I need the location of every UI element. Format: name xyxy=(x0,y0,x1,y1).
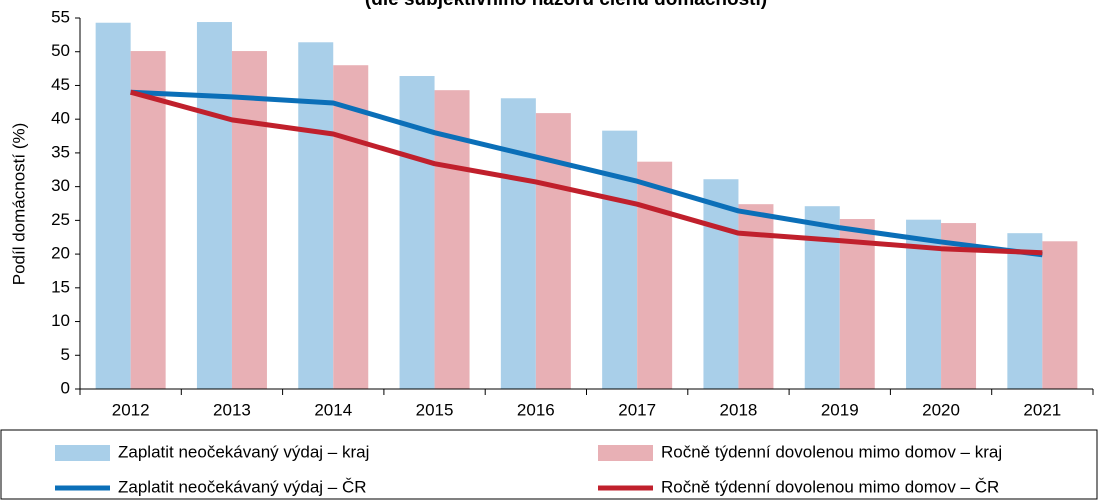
bar xyxy=(839,219,875,389)
x-tick-label: 2018 xyxy=(720,400,758,419)
line xyxy=(129,89,1043,256)
legend-label: Zaplatit neočekávaný výdaj – ČR xyxy=(118,477,367,496)
y-tick-label: 25 xyxy=(51,210,70,229)
bar xyxy=(804,206,840,389)
bar xyxy=(1007,233,1043,389)
x-tick-label: 2021 xyxy=(1023,400,1061,419)
bar xyxy=(500,98,536,390)
bar xyxy=(130,51,166,389)
legend-box xyxy=(0,429,1098,500)
bar xyxy=(298,42,334,390)
legend-label: Ročně týdenní dovolenou mimo domov – kra… xyxy=(661,442,1002,461)
x-tick-label: 2014 xyxy=(314,400,352,419)
chart-title: (dle subjektivního názoru členů domácnos… xyxy=(365,0,767,10)
x-tick-label: 2015 xyxy=(416,400,454,419)
x-tick-label: 2016 xyxy=(517,400,555,419)
bar xyxy=(703,179,739,389)
x-tick-label: 2012 xyxy=(112,400,150,419)
x-tick-label: 2013 xyxy=(213,400,251,419)
y-axis-label: Podíl domácností (%) xyxy=(9,123,28,286)
y-tick-label: 30 xyxy=(51,176,70,195)
x-tick-label: 2019 xyxy=(821,400,859,419)
bar xyxy=(333,65,369,389)
y-tick-label: 5 xyxy=(61,345,70,364)
y-tick-label: 50 xyxy=(51,41,70,60)
line xyxy=(130,89,1043,258)
y-tick-label: 35 xyxy=(51,142,70,161)
legend-label: Ročně týdenní dovolenou mimo domov – ČR xyxy=(661,477,999,496)
legend-swatch xyxy=(55,445,110,461)
y-tick-label: 55 xyxy=(51,7,70,26)
bar xyxy=(1042,241,1078,389)
y-tick-label: 20 xyxy=(51,244,70,263)
legend-label: Zaplatit neočekávaný výdaj – kraj xyxy=(118,442,369,461)
y-tick-label: 40 xyxy=(51,109,70,128)
legend-swatch xyxy=(598,445,653,461)
y-tick-label: 45 xyxy=(51,75,70,94)
y-tick-label: 10 xyxy=(51,311,70,330)
x-tick-label: 2020 xyxy=(922,400,960,419)
bar xyxy=(637,161,673,389)
bar xyxy=(602,130,638,389)
x-tick-label: 2017 xyxy=(618,400,656,419)
bar xyxy=(95,22,131,389)
y-tick-label: 15 xyxy=(51,277,70,296)
bar xyxy=(231,51,267,389)
y-tick-label: 0 xyxy=(61,378,70,397)
bar xyxy=(196,22,232,390)
bar xyxy=(535,113,571,390)
